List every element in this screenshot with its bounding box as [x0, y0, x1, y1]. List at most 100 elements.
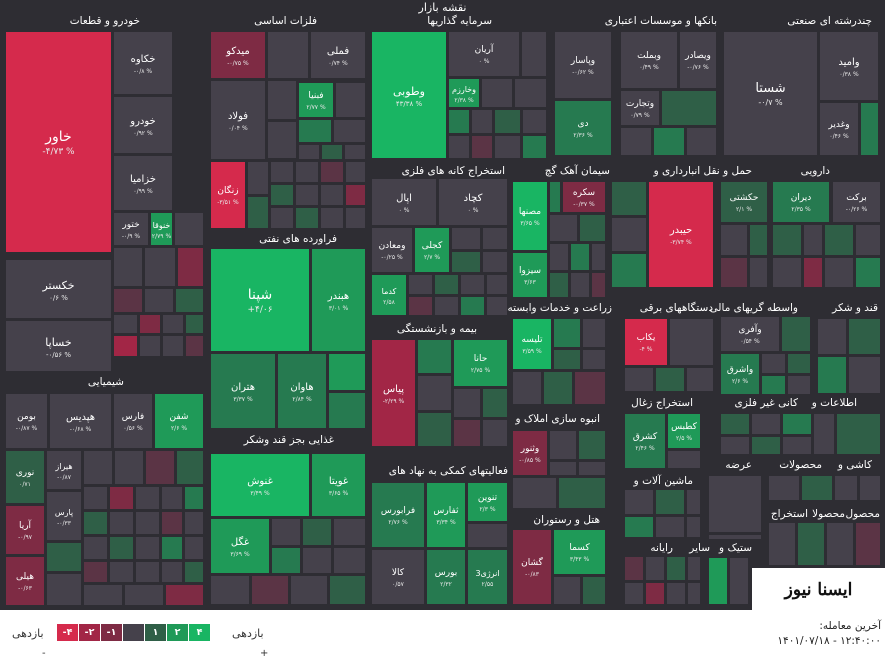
- stock-tile-small[interactable]: [553, 318, 581, 348]
- stock-tile-small[interactable]: [655, 367, 685, 392]
- stock-tile-small[interactable]: [184, 561, 204, 583]
- stock-tile-small[interactable]: [720, 436, 750, 455]
- stock-tile[interactable]: خاور -۴/۷۳ %: [5, 31, 112, 253]
- stock-tile[interactable]: ثفارس ۳/۳۴ %: [426, 482, 466, 548]
- stock-tile[interactable]: غویتا ۳/۶۵ %: [311, 453, 366, 517]
- stock-tile-small[interactable]: [185, 314, 204, 334]
- stock-tile-small[interactable]: [708, 557, 728, 605]
- stock-tile-small[interactable]: [481, 78, 513, 108]
- stock-tile-small[interactable]: [772, 224, 802, 256]
- stock-tile-small[interactable]: [135, 511, 160, 535]
- stock-tile-small[interactable]: [549, 243, 569, 271]
- stock-tile[interactable]: فولاد ۰/۰۴ %: [210, 80, 266, 160]
- stock-tile-small[interactable]: [720, 257, 748, 288]
- stock-tile-small[interactable]: [558, 477, 606, 509]
- stock-tile-small[interactable]: [751, 413, 781, 435]
- stock-tile-small[interactable]: [451, 227, 481, 250]
- stock-tile-small[interactable]: [328, 392, 366, 429]
- stock-tile[interactable]: وپاسار -۰/۶۲ %: [554, 31, 612, 99]
- stock-tile-small[interactable]: [109, 561, 134, 583]
- stock-tile-small[interactable]: [782, 413, 812, 435]
- stock-tile-small[interactable]: [247, 161, 269, 195]
- stock-tile-small[interactable]: [451, 251, 481, 273]
- stock-tile-small[interactable]: [855, 224, 881, 256]
- stock-tile-small[interactable]: [751, 436, 781, 455]
- stock-tile-small[interactable]: [686, 367, 714, 392]
- stock-tile-small[interactable]: [135, 561, 160, 583]
- stock-tile-small[interactable]: [135, 486, 160, 510]
- stock-tile-small[interactable]: [298, 144, 320, 160]
- stock-tile[interactable]: فارس ۰/۵۶ %: [113, 393, 153, 449]
- stock-tile[interactable]: برکت -۰/۲۶ %: [832, 181, 881, 223]
- stock-tile-small[interactable]: [686, 127, 717, 156]
- stock-tile-small[interactable]: [144, 247, 176, 287]
- stock-tile-small[interactable]: [813, 413, 835, 455]
- stock-tile-small[interactable]: [113, 335, 138, 357]
- stock-tile-small[interactable]: [251, 575, 289, 605]
- stock-tile-small[interactable]: [329, 575, 366, 605]
- stock-tile[interactable]: میدکو -۰/۷۵ %: [210, 31, 266, 79]
- stock-tile-small[interactable]: [729, 557, 749, 605]
- stock-tile-small[interactable]: [295, 207, 319, 229]
- stock-tile[interactable]: وبملت ۰/۴۹ %: [620, 31, 678, 89]
- stock-tile[interactable]: وثنور -۰/۸۵ %: [512, 430, 548, 476]
- stock-tile-small[interactable]: [836, 413, 881, 455]
- stock-tile-small[interactable]: [83, 561, 108, 583]
- stock-tile[interactable]: سکره -۰/۳۷ %: [562, 181, 606, 213]
- stock-tile-small[interactable]: [826, 522, 854, 566]
- stock-tile-small[interactable]: [320, 207, 344, 229]
- stock-tile-small[interactable]: [320, 161, 344, 183]
- stock-tile-small[interactable]: [549, 181, 561, 213]
- stock-tile-small[interactable]: [83, 584, 123, 606]
- stock-tile-small[interactable]: [247, 196, 269, 229]
- stock-tile[interactable]: تنوین ۲/۳ %: [467, 482, 508, 522]
- stock-tile-small[interactable]: [669, 318, 714, 366]
- stock-tile-small[interactable]: [114, 450, 144, 485]
- stock-tile-small[interactable]: [271, 518, 301, 546]
- stock-tile-small[interactable]: [801, 475, 833, 501]
- stock-tile-small[interactable]: [787, 375, 811, 395]
- stock-tile[interactable]: وآفری ۰/۵۴ %: [720, 316, 780, 352]
- stock-tile-small[interactable]: [482, 251, 508, 273]
- stock-tile-small[interactable]: [655, 489, 685, 515]
- stock-tile-small[interactable]: [624, 516, 654, 538]
- stock-tile-small[interactable]: [860, 102, 879, 156]
- stock-tile[interactable]: ویصادر -۰/۷۶ %: [679, 31, 717, 89]
- stock-tile-small[interactable]: [521, 31, 547, 77]
- stock-tile[interactable]: وخارزم ۲/۳۸ %: [448, 78, 480, 108]
- stock-tile-small[interactable]: [434, 274, 459, 295]
- stock-tile-small[interactable]: [113, 288, 143, 313]
- stock-tile-small[interactable]: [687, 556, 701, 581]
- stock-tile[interactable]: اپال ۰ %: [371, 178, 437, 226]
- stock-tile-small[interactable]: [270, 184, 294, 206]
- stock-tile-small[interactable]: [298, 119, 332, 143]
- stock-tile-small[interactable]: [333, 518, 366, 546]
- stock-tile-small[interactable]: [549, 430, 577, 460]
- stock-tile-small[interactable]: [624, 367, 654, 392]
- stock-tile[interactable]: هیلی -۰/۶۳: [5, 556, 45, 606]
- stock-tile-small[interactable]: [417, 412, 452, 447]
- stock-tile[interactable]: وغدیر ۰/۴۶ %: [819, 102, 859, 156]
- stock-tile-small[interactable]: [859, 475, 881, 501]
- stock-tile-small[interactable]: [486, 274, 508, 295]
- stock-tile[interactable]: فبنیا ۲/۷۷ %: [298, 82, 334, 118]
- stock-tile-small[interactable]: [467, 523, 508, 548]
- stock-tile[interactable]: پیاس -۲/۲۹ %: [371, 339, 416, 447]
- stock-tile-small[interactable]: [161, 561, 183, 583]
- stock-tile-small[interactable]: [344, 144, 366, 160]
- stock-tile-small[interactable]: [834, 475, 858, 501]
- stock-tile-small[interactable]: [482, 419, 508, 447]
- stock-tile[interactable]: فملی ۰/۷۴ %: [310, 31, 366, 79]
- stock-tile-small[interactable]: [267, 31, 309, 79]
- stock-tile-small[interactable]: [578, 430, 606, 460]
- stock-tile-small[interactable]: [109, 511, 134, 535]
- stock-tile[interactable]: هتران ۳/۳۷ %: [210, 353, 276, 429]
- stock-tile-small[interactable]: [408, 296, 433, 316]
- stock-tile-small[interactable]: [549, 214, 578, 242]
- stock-tile-small[interactable]: [781, 316, 811, 352]
- stock-tile-small[interactable]: [135, 536, 160, 560]
- stock-tile-small[interactable]: [113, 247, 143, 287]
- stock-tile-small[interactable]: [645, 582, 665, 605]
- stock-tile-small[interactable]: [666, 556, 686, 581]
- stock-tile[interactable]: کسما ۳/۴۳ %: [553, 529, 606, 575]
